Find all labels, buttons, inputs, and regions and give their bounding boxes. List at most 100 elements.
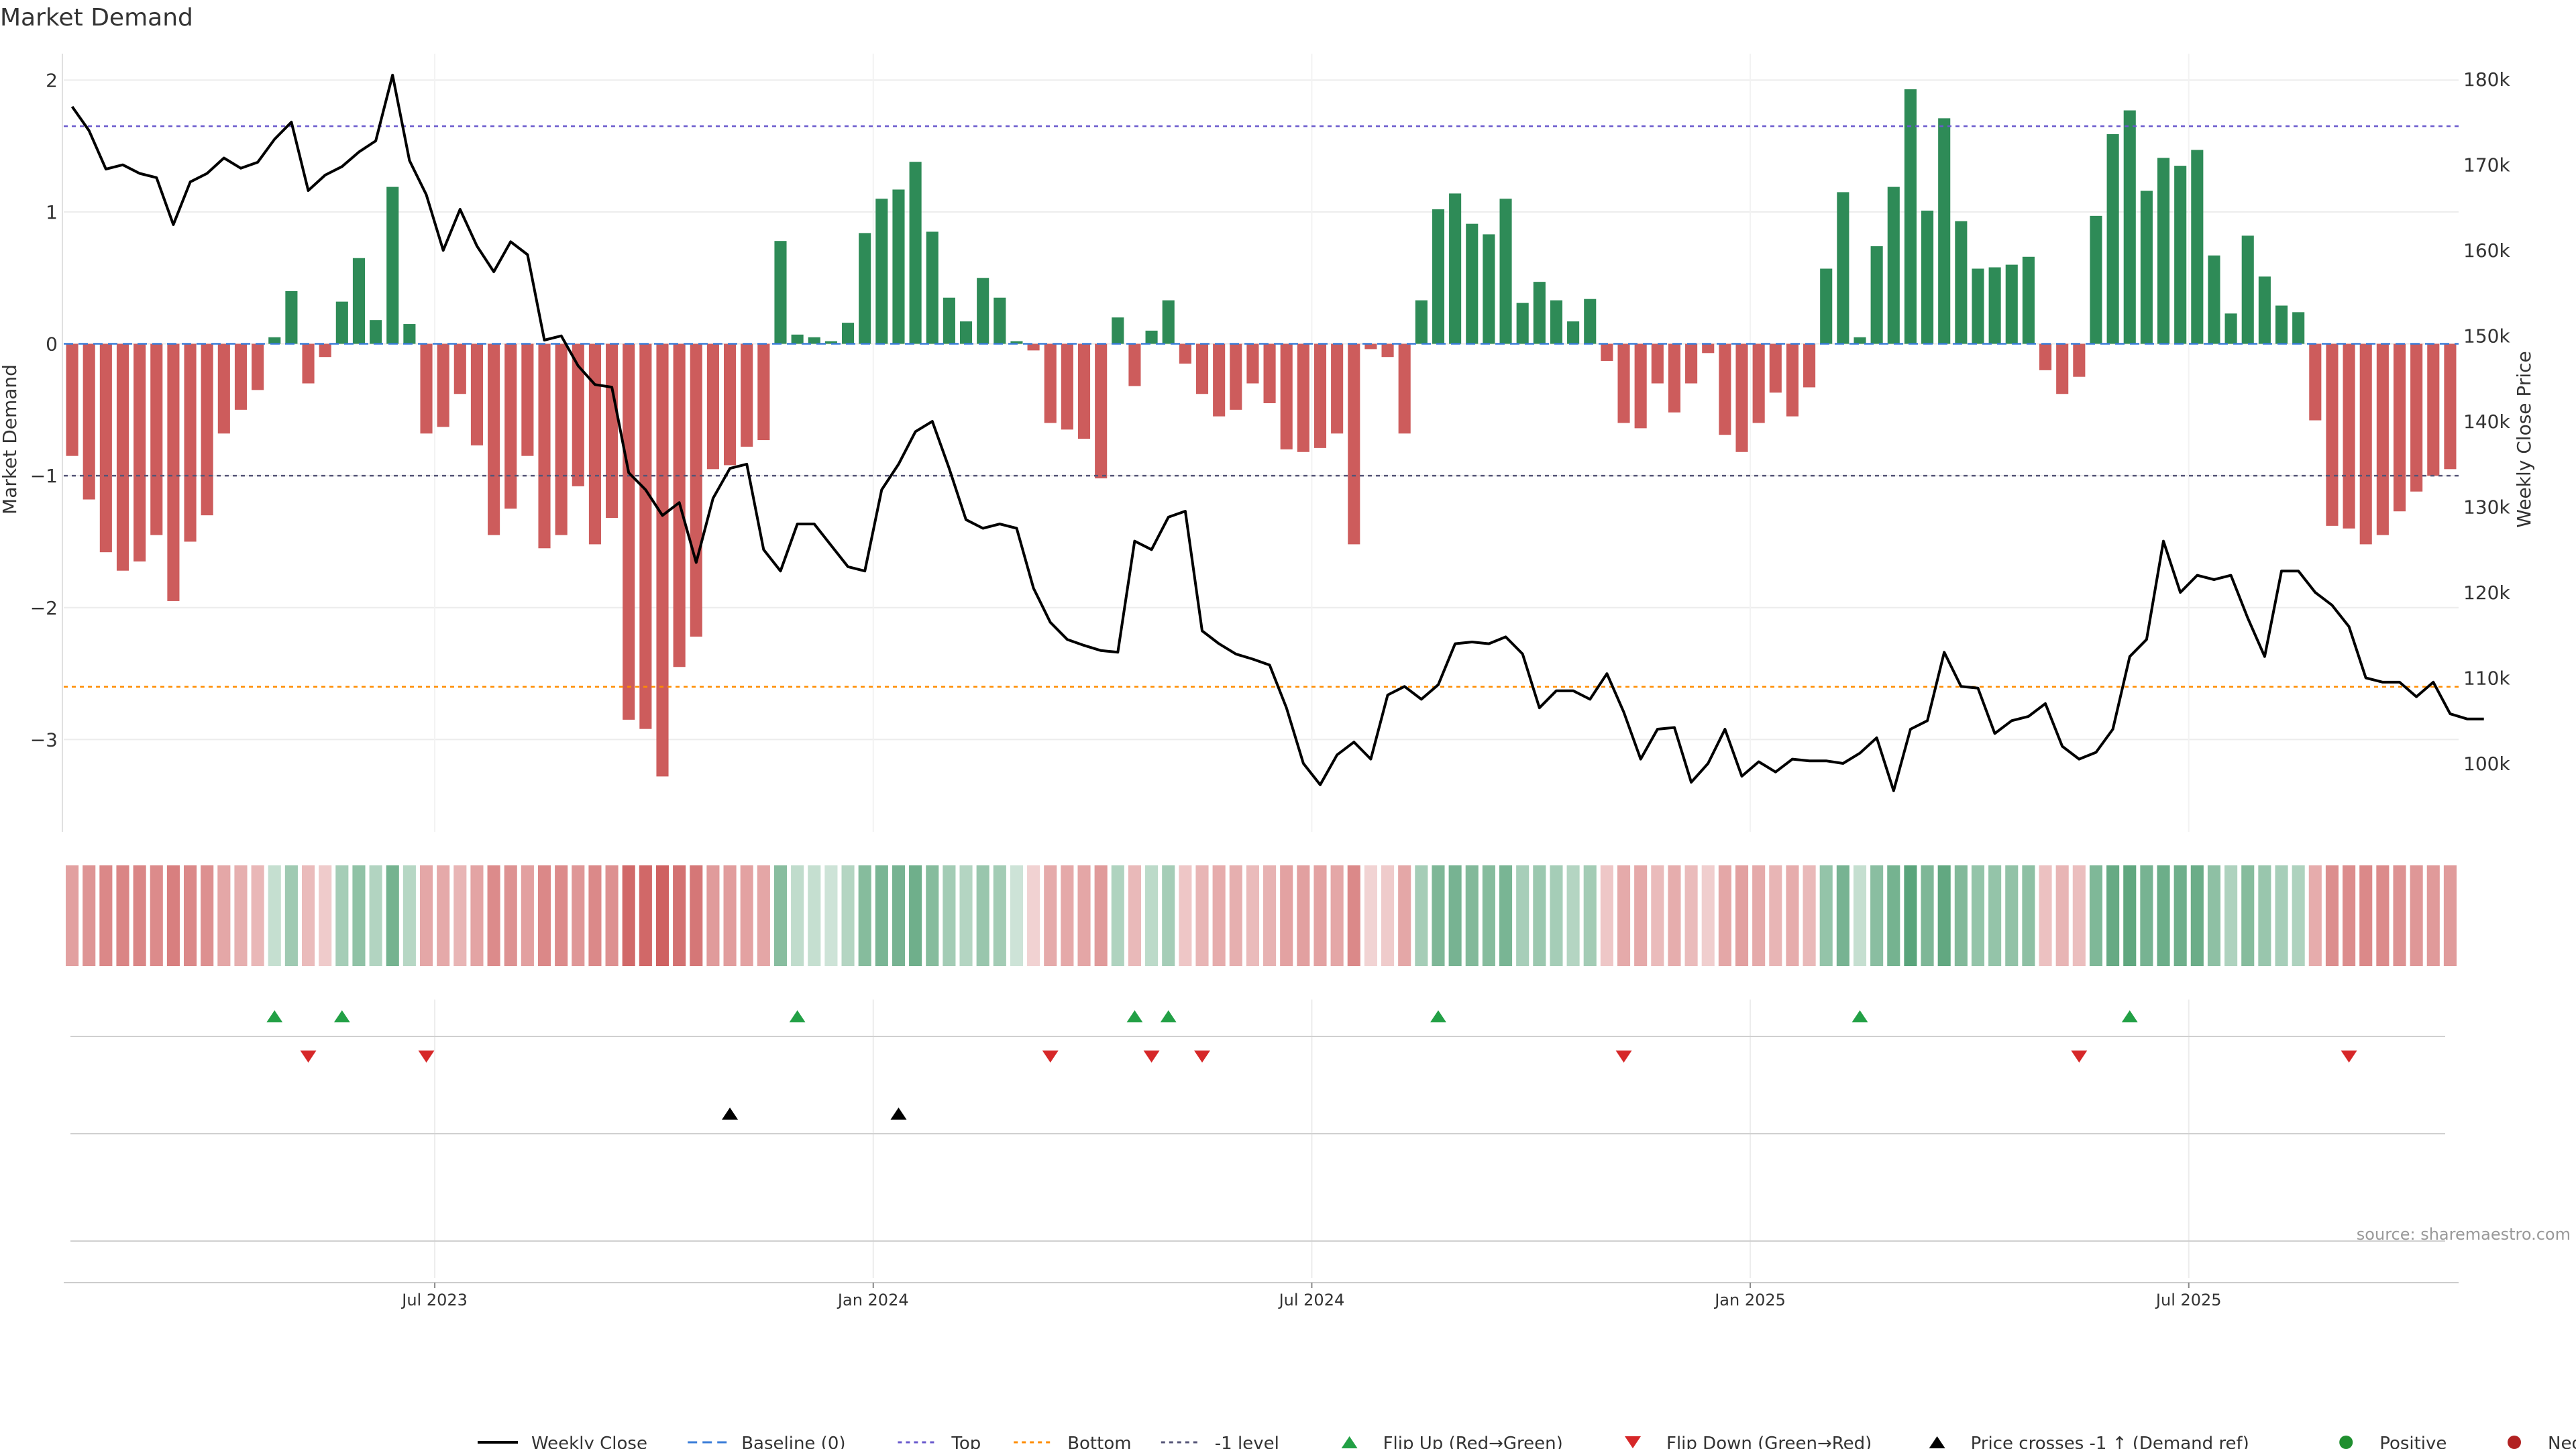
legend-swatch bbox=[1929, 1436, 1945, 1448]
heat-cell bbox=[2039, 865, 2052, 966]
heat-cell bbox=[2089, 865, 2103, 966]
heat-cell bbox=[993, 865, 1006, 966]
demand-bar bbox=[1651, 343, 1664, 384]
heat-cell bbox=[858, 865, 871, 966]
y-tick-label: 0 bbox=[46, 333, 58, 356]
demand-bar bbox=[639, 343, 652, 729]
price-series bbox=[70, 73, 2484, 792]
heat-cell bbox=[2275, 865, 2288, 966]
demand-bar bbox=[555, 343, 568, 535]
demand-bar bbox=[2157, 158, 2170, 344]
demand-bar bbox=[2056, 343, 2069, 394]
heat-cell bbox=[1735, 865, 1749, 966]
heat-cell bbox=[673, 865, 686, 966]
y-tick-label: 2 bbox=[46, 69, 58, 91]
heat-cell bbox=[690, 865, 703, 966]
demand-bar bbox=[656, 343, 669, 777]
heat-cell bbox=[2190, 865, 2204, 966]
flip-up-marker bbox=[1126, 1010, 1143, 1022]
demand-bar bbox=[2208, 255, 2220, 344]
demand-bar bbox=[1112, 317, 1124, 344]
heat-cell bbox=[2376, 865, 2390, 966]
heat-cell bbox=[1398, 865, 1411, 966]
flip-up-marker bbox=[1851, 1010, 1868, 1022]
heat-cell bbox=[1583, 865, 1597, 966]
heat-cell bbox=[572, 865, 585, 966]
heat-cell bbox=[1971, 865, 1985, 966]
heat-cell bbox=[1162, 865, 1175, 966]
heat-cell bbox=[655, 865, 669, 966]
demand-bar bbox=[217, 343, 230, 434]
demand-bar bbox=[2140, 191, 2153, 344]
heat-cell bbox=[2393, 865, 2406, 966]
heat-cell bbox=[773, 865, 788, 966]
price-cross-marker bbox=[890, 1108, 907, 1120]
demand-bar bbox=[977, 278, 989, 344]
heat-cell bbox=[521, 865, 534, 966]
demand-bar bbox=[83, 343, 95, 500]
heat-cell bbox=[909, 865, 922, 966]
demand-bar bbox=[453, 343, 466, 394]
demand-bar bbox=[437, 343, 449, 427]
heat-cell bbox=[2241, 865, 2255, 966]
demand-bar bbox=[302, 343, 315, 384]
y2-tick-label: 150k bbox=[2463, 325, 2510, 347]
heat-cell bbox=[2258, 865, 2271, 966]
heat-cell bbox=[166, 865, 180, 966]
demand-bar bbox=[875, 199, 888, 344]
legend-label: Price crosses -1 ↑ (Demand ref) bbox=[1971, 1434, 2249, 1449]
heat-cell bbox=[1684, 865, 1698, 966]
heat-cell bbox=[352, 865, 366, 966]
demand-bar bbox=[1246, 343, 1259, 384]
heat-cell bbox=[1044, 865, 1057, 966]
demand-bar bbox=[1820, 268, 1833, 344]
heat-cell bbox=[791, 865, 804, 966]
heat-cell bbox=[2055, 865, 2069, 966]
demand-bar bbox=[335, 301, 348, 344]
demand-bar bbox=[1230, 343, 1242, 410]
heat-cell bbox=[234, 865, 248, 966]
demand-bar bbox=[1702, 343, 1715, 354]
demand-bar bbox=[488, 343, 500, 535]
heat-cell bbox=[1381, 865, 1395, 966]
demand-bar bbox=[943, 297, 955, 344]
heat-cell bbox=[2224, 865, 2238, 966]
heat-cell bbox=[2022, 865, 2035, 966]
heat-cell bbox=[1550, 865, 1563, 966]
demand-bar bbox=[2292, 312, 2305, 344]
heat-cell bbox=[976, 865, 989, 966]
demand-bar bbox=[2224, 313, 2237, 344]
heat-cell bbox=[1364, 865, 1377, 966]
heat-cell bbox=[1280, 865, 1293, 966]
heat-cell bbox=[2106, 865, 2120, 966]
heat-cell bbox=[1347, 865, 1360, 966]
flip-up-marker bbox=[1160, 1010, 1177, 1022]
heat-cell bbox=[1263, 865, 1277, 966]
heat-cell bbox=[419, 865, 433, 966]
heat-cell bbox=[2426, 865, 2440, 966]
demand-bar bbox=[2090, 215, 2102, 344]
demand-bar bbox=[1466, 223, 1479, 344]
demand-bar bbox=[538, 343, 551, 549]
heat-cell bbox=[1094, 865, 1108, 966]
demand-bar bbox=[1837, 192, 1849, 344]
demand-bar bbox=[66, 343, 78, 456]
heat-cell bbox=[706, 865, 720, 966]
demand-bar bbox=[1499, 199, 1512, 344]
heat-cell bbox=[2443, 865, 2457, 966]
heat-cell bbox=[2157, 865, 2170, 966]
heat-cell bbox=[487, 865, 500, 966]
heat-cell bbox=[1803, 865, 1816, 966]
demand-bar bbox=[319, 343, 331, 358]
demand-bar bbox=[2174, 166, 2187, 344]
demand-bar bbox=[1719, 343, 1731, 435]
y-tick-label: −1 bbox=[30, 465, 58, 487]
demand-bar bbox=[1044, 343, 1057, 423]
demand-bar bbox=[1870, 246, 1883, 344]
demand-bar bbox=[1483, 234, 1495, 344]
demand-bar bbox=[1162, 300, 1175, 344]
demand-bar bbox=[824, 341, 837, 344]
heat-cell bbox=[453, 865, 467, 966]
heat-cell bbox=[150, 865, 163, 966]
